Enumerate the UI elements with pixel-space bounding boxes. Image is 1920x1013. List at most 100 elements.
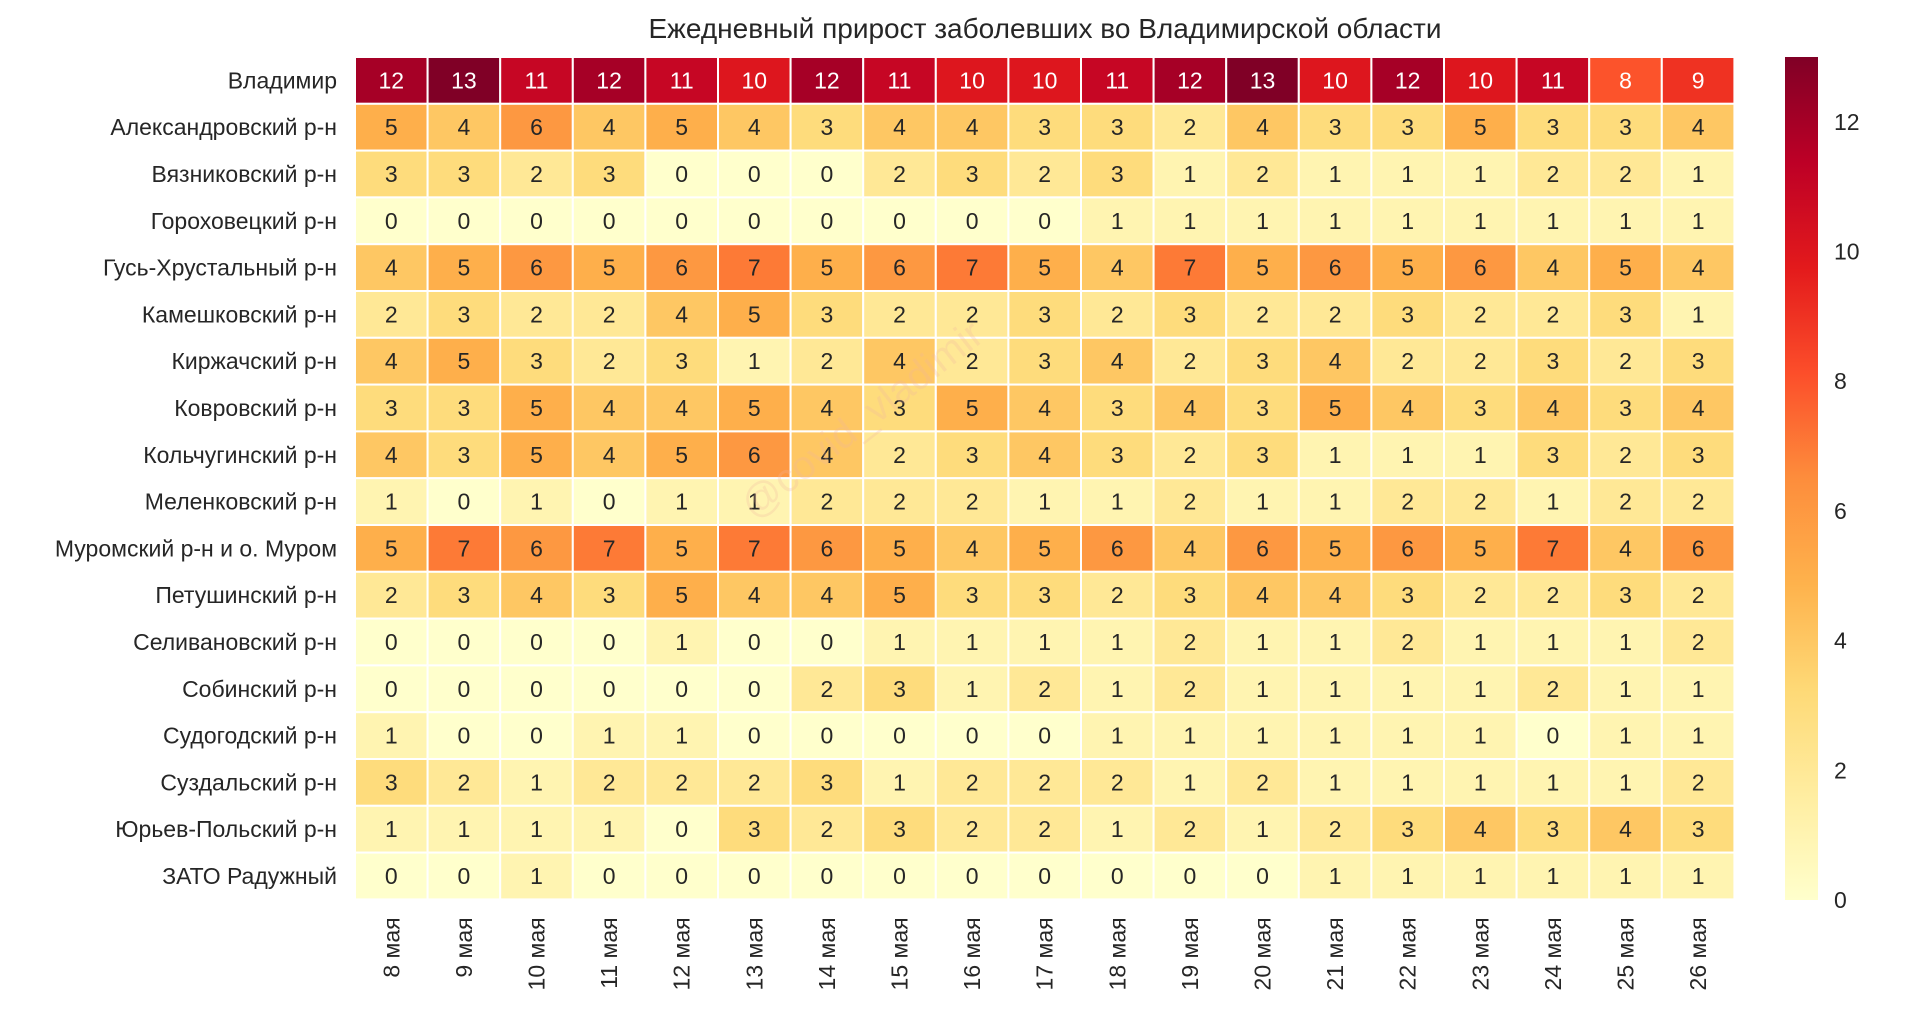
cell-value-label: 1 (1111, 208, 1124, 234)
cell-value-label: 0 (603, 863, 616, 889)
column-label: 25 мая (1613, 917, 1639, 990)
heatmap-cell (1225, 711, 1300, 761)
heatmap-cell (499, 664, 574, 714)
heatmap-cell (354, 851, 429, 901)
heatmap-cell (1152, 524, 1228, 573)
heatmap-cell (1443, 570, 1518, 620)
heatmap-cell (1152, 336, 1228, 386)
cell-value-label: 4 (385, 442, 398, 468)
heatmap-cell (789, 430, 865, 480)
cell-value-label: 1 (1474, 676, 1487, 702)
cell-value-label: 3 (1619, 114, 1632, 140)
cell-value-label: 0 (893, 863, 906, 889)
cell-value-label: 0 (458, 676, 471, 702)
column-label: 22 мая (1395, 917, 1421, 990)
heatmap-cell (1515, 664, 1591, 714)
cell-value-label: 8 (1619, 67, 1632, 93)
heatmap-cell (1588, 102, 1663, 152)
cell-value-label: 1 (1401, 863, 1414, 889)
cell-value-label: 1 (1329, 769, 1342, 795)
heatmap-cell (426, 851, 502, 901)
cell-value-label: 1 (1184, 161, 1197, 187)
heatmap-cell (354, 570, 429, 620)
cell-value-label: 3 (1619, 582, 1632, 608)
cell-value-label: 3 (458, 442, 471, 468)
heatmap-cell (1152, 243, 1228, 292)
cell-value-label: 1 (1329, 208, 1342, 234)
cell-value-label: 4 (1256, 582, 1269, 608)
cell-value-label: 1 (1547, 489, 1560, 515)
cell-value-label: 2 (1619, 489, 1632, 515)
cell-value-label: 2 (530, 161, 543, 187)
cell-value-label: 2 (1692, 582, 1705, 608)
cell-value-label: 0 (385, 208, 398, 234)
cell-value-label: 4 (1692, 395, 1705, 421)
cell-value-label: 1 (603, 723, 616, 749)
cell-value-label: 5 (966, 395, 979, 421)
cell-value-label: 2 (603, 301, 616, 327)
cell-value-label: 3 (530, 348, 543, 374)
cell-value-label: 2 (458, 769, 471, 795)
cell-value-label: 0 (821, 161, 834, 187)
heatmap-cell (789, 851, 865, 901)
heatmap-cell (1515, 711, 1591, 761)
heatmap-cell (1080, 196, 1155, 246)
cell-value-label: 9 (1692, 67, 1705, 93)
heatmap-cell (1370, 196, 1446, 246)
cell-value-label: 3 (1692, 442, 1705, 468)
cell-value-label: 1 (1692, 723, 1705, 749)
cell-value-label: 0 (675, 676, 688, 702)
cell-value-label: 2 (821, 348, 834, 374)
cell-value-label: 3 (966, 161, 979, 187)
cell-value-label: 4 (385, 348, 398, 374)
cell-value-label: 5 (675, 114, 688, 140)
cell-value-label: 0 (530, 676, 543, 702)
colorbar-tick-label: 0 (1834, 887, 1847, 913)
column-label: 19 мая (1177, 917, 1203, 990)
row-label: Владимир (228, 67, 337, 93)
row-label: Камешковский р-н (142, 301, 337, 327)
heatmap-cell (426, 243, 502, 292)
cell-value-label: 11 (670, 67, 694, 93)
cell-value-label: 2 (1184, 629, 1197, 655)
heatmap-cell (1443, 524, 1518, 573)
heatmap-cell (934, 430, 1010, 480)
cell-value-label: 2 (821, 489, 834, 515)
cell-value-label: 3 (1111, 395, 1124, 421)
heatmap-cell (717, 851, 792, 901)
cell-value-label: 4 (1184, 395, 1197, 421)
cell-value-label: 10 (1322, 67, 1348, 93)
heatmap-cell (862, 56, 937, 105)
cell-value-label: 5 (530, 395, 543, 421)
cell-value-label: 3 (385, 769, 398, 795)
cell-value-label: 6 (1256, 535, 1269, 561)
heatmap-cell (862, 851, 937, 901)
heatmap-cell (1660, 758, 1736, 807)
heatmap-cell (862, 383, 937, 433)
heatmap-cell (571, 711, 647, 761)
cell-value-label: 1 (1547, 769, 1560, 795)
cell-value-label: 2 (748, 769, 761, 795)
heatmap-cell (1588, 383, 1663, 433)
cell-value-label: 2 (893, 442, 906, 468)
cell-value-label: 4 (893, 114, 906, 140)
heatmap-cell (644, 430, 720, 480)
cell-value-label: 0 (821, 629, 834, 655)
cell-value-label: 0 (1038, 723, 1051, 749)
heatmap-cell (717, 758, 792, 807)
cell-value-label: 10 (959, 67, 985, 93)
cell-value-label: 4 (1184, 535, 1197, 561)
cell-value-label: 1 (1474, 629, 1487, 655)
cell-value-label: 2 (1692, 769, 1705, 795)
cell-value-label: 1 (1619, 863, 1632, 889)
colorbar-tick-label: 10 (1834, 239, 1860, 265)
cell-value-label: 7 (748, 535, 761, 561)
cell-value-label: 2 (1038, 161, 1051, 187)
cell-value-label: 7 (1547, 535, 1560, 561)
heatmap-cell (1588, 290, 1663, 339)
cell-value-label: 0 (1547, 723, 1560, 749)
heatmap-cell (1370, 149, 1446, 199)
cell-value-label: 1 (1474, 442, 1487, 468)
cell-value-label: 0 (1256, 863, 1269, 889)
cell-value-label: 5 (603, 255, 616, 281)
